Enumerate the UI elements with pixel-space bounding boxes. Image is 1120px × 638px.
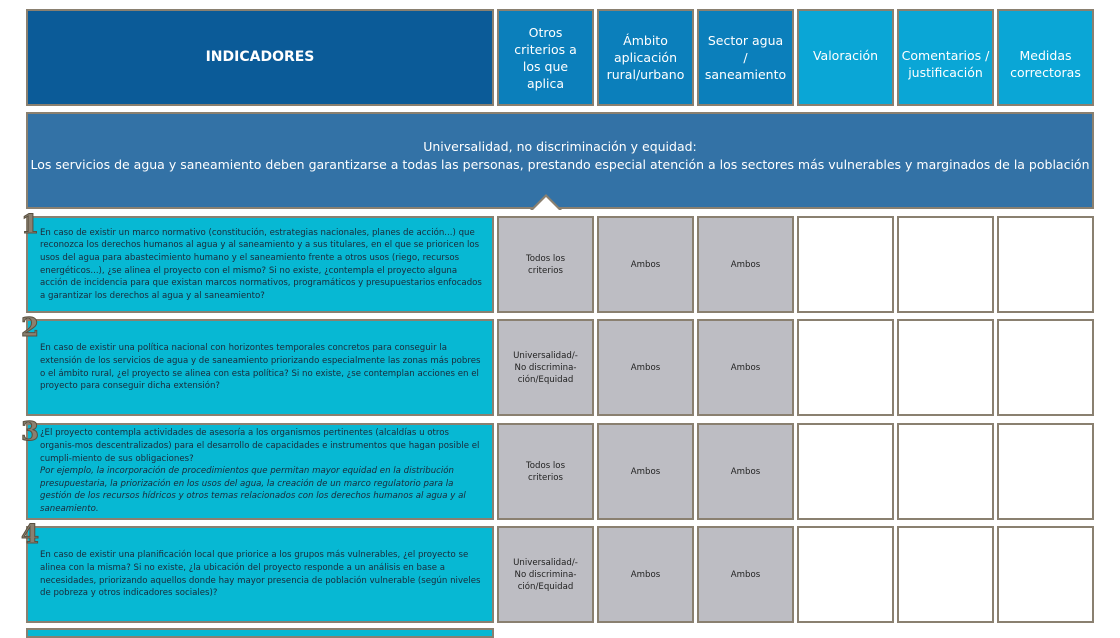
ambito-cell: Ambos: [597, 319, 694, 416]
header-sector: Sector agua / saneamiento: [697, 9, 794, 106]
banner-title: Universalidad, no discriminación y equid…: [423, 139, 697, 154]
banner-notch-inner: [533, 197, 559, 210]
comentarios-input[interactable]: [897, 319, 994, 416]
header-label: Otros criterios a los que aplica: [514, 24, 577, 91]
indicator-question: En caso de existir una política nacional…: [26, 319, 494, 416]
cell-text: Ambos: [730, 259, 761, 270]
cell-text: Ambos: [730, 466, 761, 477]
header-valoracion: Valoración: [797, 9, 894, 106]
question-example: Por ejemplo, la incorporación de procedi…: [40, 466, 466, 514]
indicator-number: 2: [20, 313, 40, 344]
sector-cell: Ambos: [697, 423, 794, 520]
header-label: Comentarios / justificación: [901, 48, 990, 80]
indicator-question: En caso de existir un marco normativo (c…: [26, 216, 494, 313]
indicator-question: En caso de existir una planificación loc…: [26, 526, 494, 623]
comentarios-input[interactable]: [897, 423, 994, 520]
indicator-number: 1: [20, 210, 40, 241]
medidas-input[interactable]: [997, 216, 1094, 313]
header-label: Sector agua / saneamiento: [704, 33, 787, 82]
cell-text: Todos los criterios: [525, 253, 566, 276]
header-comentarios: Comentarios / justificación: [897, 9, 994, 106]
header-label: Valoración: [812, 48, 879, 63]
sector-cell: Ambos: [697, 216, 794, 313]
medidas-input[interactable]: [997, 526, 1094, 623]
sector-cell: Ambos: [697, 526, 794, 623]
valoracion-input[interactable]: [797, 423, 894, 520]
cell-text: Ambos: [730, 362, 761, 373]
medidas-input[interactable]: [997, 319, 1094, 416]
cell-text: Ambos: [730, 569, 761, 580]
ambito-cell: Ambos: [597, 526, 694, 623]
cell-text: Universalidad/-No discrimina-ción/Equida…: [513, 350, 578, 385]
otros-criterios-cell: Universalidad/-No discrimina-ción/Equida…: [497, 319, 594, 416]
indicator-number: 3: [20, 417, 40, 448]
question-text: En caso de existir una planificación loc…: [40, 550, 481, 599]
cell-text: Ambos: [630, 259, 661, 270]
cell-text: Ambos: [630, 362, 661, 373]
question-text: En caso de existir una política nacional…: [40, 343, 481, 392]
indicator-question: ¿El proyecto contempla actividades de as…: [26, 423, 494, 520]
header-indicadores: INDICADORES: [26, 9, 494, 106]
cell-text: Universalidad/-No discrimina-ción/Equida…: [513, 557, 578, 592]
header-label: INDICADORES: [205, 49, 315, 65]
question-text: En caso de existir un marco normativo (c…: [40, 227, 482, 301]
ambito-cell: Ambos: [597, 216, 694, 313]
header-ambito: Ámbito aplicación rural/urbano: [597, 9, 694, 106]
sector-cell: Ambos: [697, 319, 794, 416]
valoracion-input[interactable]: [797, 216, 894, 313]
cell-text: Todos los criterios: [525, 460, 566, 483]
otros-criterios-cell: Todos los criterios: [497, 423, 594, 520]
cell-text: Ambos: [630, 569, 661, 580]
comentarios-input[interactable]: [897, 526, 994, 623]
otros-criterios-cell: Todos los criterios: [497, 216, 594, 313]
principle-banner: Universalidad, no discriminación y equid…: [26, 112, 1094, 209]
otros-criterios-cell: Universalidad/-No discrimina-ción/Equida…: [497, 526, 594, 623]
medidas-input[interactable]: [997, 423, 1094, 520]
question-text: ¿El proyecto contempla actividades de as…: [40, 428, 480, 464]
indicator-number: 4: [20, 520, 40, 551]
next-row-partial: [26, 628, 494, 638]
header-label: Medidas correctoras: [1010, 48, 1081, 80]
header-label: Ámbito aplicación rural/urbano: [606, 33, 685, 82]
banner-text: Los servicios de agua y saneamiento debe…: [30, 157, 1090, 172]
ambito-cell: Ambos: [597, 423, 694, 520]
valoracion-input[interactable]: [797, 526, 894, 623]
valoracion-input[interactable]: [797, 319, 894, 416]
header-otros-criterios: Otros criterios a los que aplica: [497, 9, 594, 106]
header-medidas: Medidas correctoras: [997, 9, 1094, 106]
comentarios-input[interactable]: [897, 216, 994, 313]
cell-text: Ambos: [630, 466, 661, 477]
